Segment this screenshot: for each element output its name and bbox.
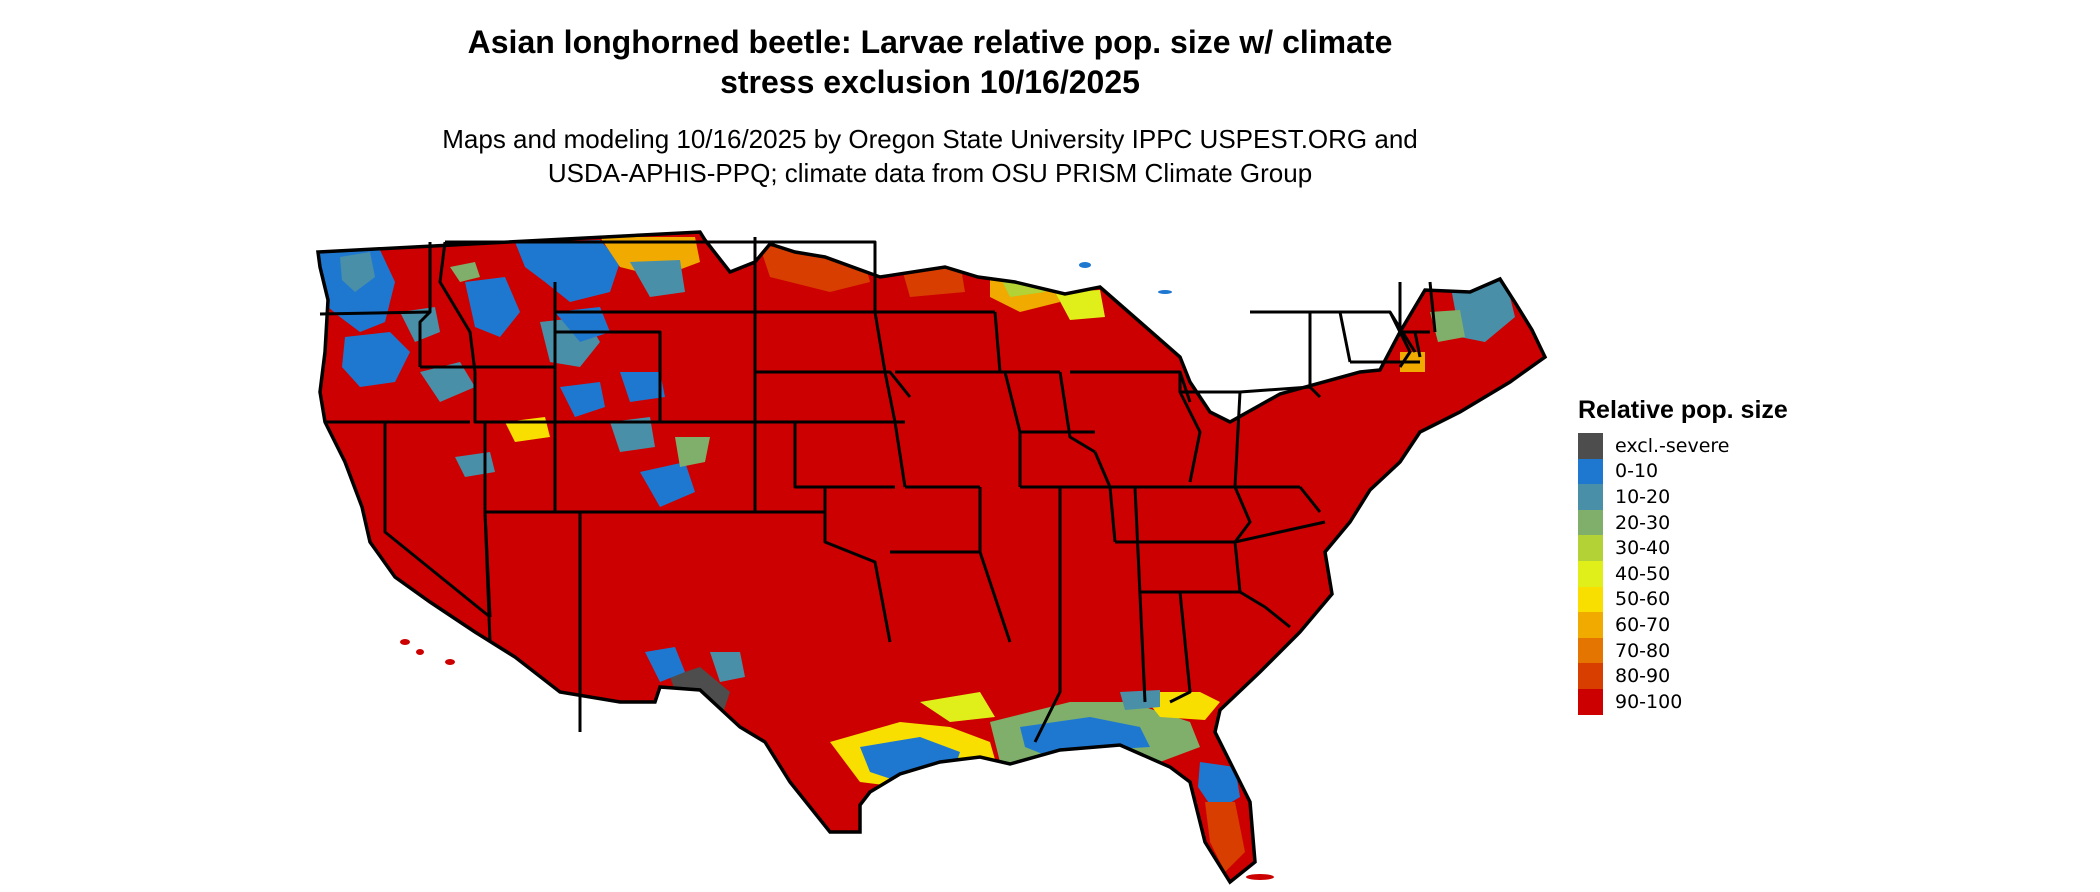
- legend-item: 70-80: [1578, 637, 1788, 664]
- legend-swatch: [1578, 509, 1603, 536]
- legend-swatch: [1578, 586, 1603, 613]
- legend-swatch: [1578, 535, 1603, 561]
- legend-label: 20-30: [1615, 511, 1671, 534]
- legend-item: 50-60: [1578, 586, 1788, 613]
- map-legend: Relative pop. size excl.-severe 0-10 10-20…: [1578, 395, 1788, 715]
- legend-label: 10-20: [1615, 485, 1671, 508]
- legend-item: 10-20: [1578, 484, 1788, 510]
- map-title-line-1: Asian longhorned beetle: Larvae relative…: [467, 24, 1393, 60]
- legend-swatch: [1578, 663, 1603, 689]
- map-title-line-2: stress exclusion 10/16/2025: [720, 64, 1140, 100]
- legend-item: 30-40: [1578, 535, 1788, 561]
- legend-label: 50-60: [1615, 588, 1671, 611]
- legend-swatch: [1578, 637, 1603, 664]
- legend-swatch: [1578, 612, 1603, 638]
- legend-label: excl.-severe: [1615, 434, 1730, 457]
- legend-item: 80-90: [1578, 663, 1788, 689]
- legend-label: 60-70: [1615, 613, 1671, 636]
- legend-swatch: [1578, 433, 1603, 459]
- legend-item: 60-70: [1578, 612, 1788, 638]
- map-title: Asian longhorned beetle: Larvae relative…: [330, 22, 1530, 102]
- legend-label: 90-100: [1615, 690, 1683, 713]
- legend-swatch: [1578, 688, 1603, 715]
- legend-label: 40-50: [1615, 562, 1671, 585]
- map-subtitle: Maps and modeling 10/16/2025 by Oregon S…: [330, 122, 1530, 190]
- legend-label: 80-90: [1615, 665, 1671, 688]
- legend-items: excl.-severe 0-10 10-20 20-30 30-40 40-50 50-6…: [1578, 433, 1788, 715]
- legend-item: 90-100: [1578, 688, 1788, 715]
- legend-label: 0-10: [1615, 460, 1659, 483]
- legend-item: 20-30: [1578, 509, 1788, 536]
- legend-item: 0-10: [1578, 458, 1788, 485]
- legend-title: Relative pop. size: [1578, 396, 1788, 424]
- legend-swatch: [1578, 560, 1603, 587]
- legend-item: 40-50: [1578, 560, 1788, 587]
- map-subtitle-line-1: Maps and modeling 10/16/2025 by Oregon S…: [442, 124, 1418, 154]
- legend-item: excl.-severe: [1578, 433, 1788, 459]
- map-subtitle-line-2: USDA-APHIS-PPQ; climate data from OSU PR…: [547, 158, 1313, 188]
- legend-swatch: [1578, 458, 1603, 485]
- legend-label: 30-40: [1615, 537, 1671, 560]
- legend-swatch: [1578, 484, 1603, 510]
- legend-label: 70-80: [1615, 639, 1671, 662]
- us-suitability-map: [316, 230, 1547, 884]
